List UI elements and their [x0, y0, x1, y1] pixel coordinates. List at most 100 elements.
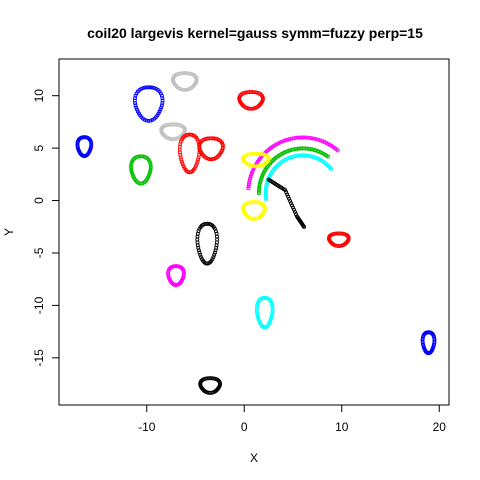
data-point — [146, 118, 151, 123]
data-point — [325, 154, 330, 159]
data-point — [220, 147, 225, 152]
data-point — [259, 152, 264, 156]
data-point — [247, 180, 252, 185]
data-point — [248, 152, 253, 156]
data-point — [346, 238, 351, 243]
data-point — [198, 252, 203, 257]
data-point — [197, 250, 202, 255]
data-point — [150, 85, 155, 90]
data-point — [210, 157, 215, 162]
data-point — [309, 136, 314, 141]
data-point — [144, 85, 149, 90]
data-point — [270, 303, 275, 308]
data-point — [270, 307, 275, 312]
data-point — [181, 164, 186, 169]
data-point — [158, 107, 163, 112]
data-point — [193, 164, 198, 169]
data-point — [301, 135, 306, 140]
data-point — [295, 135, 300, 140]
data-point — [129, 165, 133, 170]
data-point — [255, 313, 260, 318]
plot-frame — [58, 58, 450, 406]
data-point — [279, 139, 284, 144]
data-point — [214, 243, 219, 248]
data-point — [141, 86, 146, 90]
y-tick-label: 5 — [32, 144, 46, 151]
data-point — [133, 93, 138, 98]
data-point — [156, 111, 161, 116]
data-point — [287, 137, 292, 142]
data-point — [144, 118, 149, 123]
data-point — [246, 184, 251, 189]
data-point — [194, 80, 199, 85]
data-point — [196, 155, 201, 160]
data-point — [285, 137, 290, 142]
data-point — [148, 85, 153, 90]
data-point — [192, 166, 197, 171]
data-point — [129, 163, 134, 168]
data-point — [249, 172, 254, 177]
data-point — [245, 106, 250, 111]
data-point — [135, 107, 139, 112]
data-point — [160, 96, 165, 101]
data-point — [143, 85, 147, 90]
data-point — [247, 106, 252, 111]
data-point — [209, 157, 214, 162]
data-point — [283, 138, 288, 143]
data-point — [159, 105, 164, 110]
data-point — [250, 106, 255, 111]
x-tick-label: 10 — [335, 420, 349, 434]
x-tick-label: -10 — [138, 420, 156, 434]
data-point — [299, 135, 304, 140]
y-tick-label: 10 — [32, 89, 46, 103]
data-point — [133, 101, 138, 105]
data-point — [148, 165, 153, 170]
data-point — [169, 137, 174, 141]
data-point — [307, 135, 312, 140]
data-point — [152, 86, 157, 90]
data-point — [134, 105, 139, 110]
data-point — [316, 137, 321, 142]
data-point — [196, 248, 201, 253]
data-point — [154, 86, 159, 91]
data-point — [313, 136, 317, 141]
data-point — [181, 87, 185, 92]
data-point — [303, 135, 308, 140]
data-point — [269, 315, 274, 320]
data-point — [293, 136, 298, 140]
y-axis-label: Y — [2, 228, 16, 236]
data-point — [247, 178, 252, 183]
data-point — [148, 118, 153, 123]
data-point — [281, 138, 286, 143]
data-point — [270, 305, 275, 310]
data-point — [335, 148, 340, 153]
data-point — [250, 151, 255, 156]
y-tick-label: -5 — [32, 247, 46, 258]
data-point — [129, 169, 134, 173]
data-point — [194, 162, 199, 167]
data-point — [249, 106, 254, 111]
data-point — [305, 135, 310, 140]
data-point — [255, 301, 260, 306]
data-point — [182, 87, 187, 92]
data-point — [256, 315, 260, 320]
data-point — [248, 176, 253, 181]
data-point — [252, 151, 257, 156]
data-point — [262, 209, 267, 214]
data-point — [255, 164, 260, 169]
x-tick-label: 0 — [241, 420, 248, 434]
data-point — [302, 224, 306, 229]
data-point — [217, 384, 222, 389]
data-point — [270, 311, 275, 316]
data-point — [270, 309, 275, 314]
data-point — [148, 169, 153, 173]
x-tick-label: 20 — [433, 420, 447, 434]
data-point — [262, 152, 267, 157]
data-point — [250, 163, 255, 168]
data-point — [269, 313, 274, 318]
data-point — [212, 252, 217, 257]
x-axis: -10 0 10 20 — [138, 405, 446, 434]
data-point — [320, 139, 325, 144]
data-point — [160, 101, 165, 105]
data-point — [142, 117, 147, 122]
